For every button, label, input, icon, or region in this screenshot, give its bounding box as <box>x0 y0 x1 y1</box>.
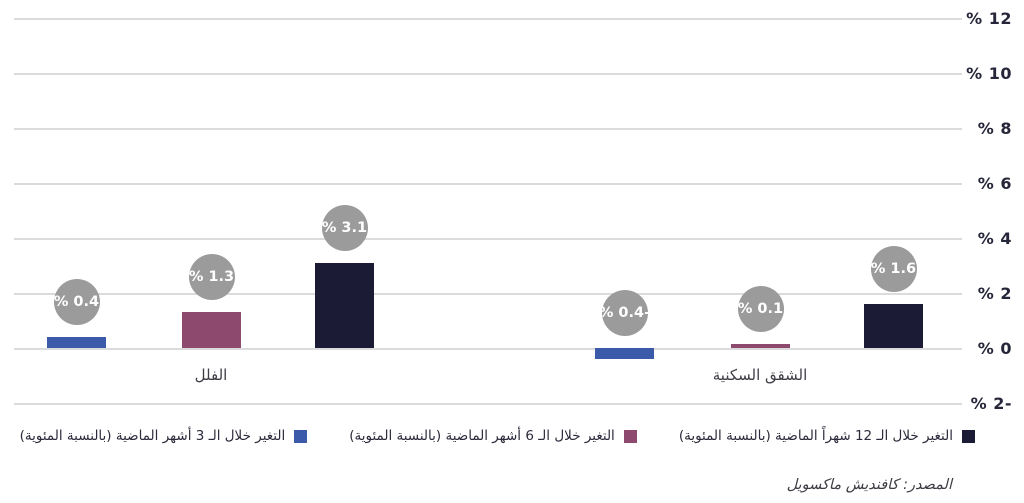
legend-swatch-icon <box>623 429 637 443</box>
legend-item-0: التغير خلال الـ 12 شهراً الماضية (بالنسب… <box>679 428 975 444</box>
source-note: المصدر: كافنديش ماكسويل <box>786 477 952 493</box>
legend-item-label: التغير خلال الـ 12 شهراً الماضية (بالنسب… <box>678 428 953 444</box>
gridline <box>14 18 962 20</box>
bar-series1-group0 <box>182 312 241 348</box>
gridline <box>14 293 962 295</box>
data-label-bubble: % 3.1 <box>321 204 368 251</box>
gridline <box>14 73 962 75</box>
gridline <box>14 238 962 240</box>
y-axis-tick-label: % 0 <box>977 339 1012 358</box>
gridline <box>14 403 962 405</box>
gridline <box>14 348 962 350</box>
legend-item-label: التغير خلال الـ 6 أشهر الماضية (بالنسبة … <box>349 428 615 444</box>
gridline <box>14 128 962 130</box>
bar-series2-group1 <box>595 348 654 359</box>
legend-item-2: التغير خلال الـ 3 أشهر الماضية (بالنسبة … <box>20 428 308 444</box>
data-label-bubble: % 1.6 <box>870 246 917 292</box>
legend-swatch-icon <box>294 429 308 443</box>
y-axis-tick-label: % 2- <box>970 394 1012 413</box>
y-axis-tick-label: % 12 <box>966 9 1012 28</box>
category-label-0: الفلل <box>194 366 228 384</box>
category-label-1: الشقق السكنية <box>712 366 808 384</box>
legend-item-label: التغير خلال الـ 3 أشهر الماضية (بالنسبة … <box>19 428 286 444</box>
legend-swatch-icon <box>962 429 975 443</box>
legend: التغير خلال الـ 12 شهراً الماضية (بالنسب… <box>20 428 975 444</box>
bar-series1-group1 <box>731 344 790 348</box>
gridline <box>14 183 962 185</box>
y-axis-tick-label: % 6 <box>977 174 1012 193</box>
bar-series0-group1 <box>864 304 923 348</box>
y-axis-tick-label: % 8 <box>977 119 1012 138</box>
bar-series0-group0 <box>315 262 374 348</box>
bar-series2-group0 <box>47 337 106 348</box>
legend-item-1: التغير خلال الـ 6 أشهر الماضية (بالنسبة … <box>349 428 637 444</box>
data-label-bubble: % 0.4- <box>599 290 650 336</box>
data-label-bubble: % 0.4 <box>53 279 100 325</box>
y-axis-tick-label: % 10 <box>966 64 1012 83</box>
data-label-bubble: % 0.1 <box>737 286 784 332</box>
y-axis-tick-label: % 2 <box>977 284 1012 303</box>
y-axis-tick-label: % 4 <box>977 229 1012 248</box>
data-label-bubble: % 1.3 <box>188 254 235 301</box>
